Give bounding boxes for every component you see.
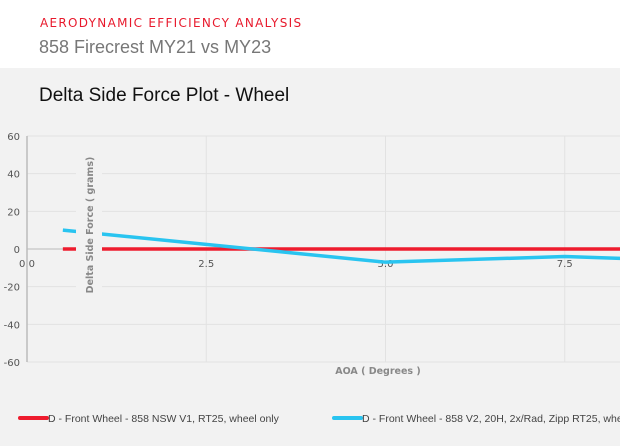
x-tick-label: 7.5 bbox=[557, 259, 573, 270]
series-line-2 bbox=[62, 228, 620, 264]
y-tick-label: 60 bbox=[7, 132, 20, 143]
x-axis-label: AOA ( Degrees ) bbox=[335, 366, 421, 377]
y-tick-label: 0 bbox=[14, 245, 20, 256]
x-tick-label: 2.5 bbox=[198, 259, 214, 270]
y-tick-label: 20 bbox=[7, 207, 20, 218]
legend-label-2: D - Front Wheel - 858 V2, 20H, 2x/Rad, Z… bbox=[362, 413, 620, 425]
y-axis-label: Delta Side Force ( grams) bbox=[85, 157, 96, 294]
section-kicker: AERODYNAMIC EFFICIENCY ANALYSIS bbox=[40, 16, 303, 30]
y-tick-label: -20 bbox=[4, 283, 20, 294]
y-tick-label: -60 bbox=[4, 358, 20, 369]
y-tick-label: 40 bbox=[7, 170, 20, 181]
y-label-background bbox=[76, 150, 102, 300]
x-tick-label: 5.0 bbox=[378, 259, 394, 270]
page-subtitle: 858 Firecrest MY21 vs MY23 bbox=[39, 37, 272, 57]
legend-label-1: D - Front Wheel - 858 NSW V1, RT25, whee… bbox=[48, 413, 280, 425]
header-band: AERODYNAMIC EFFICIENCY ANALYSIS 858 Fire… bbox=[0, 0, 620, 68]
y-tick-label: -40 bbox=[4, 320, 20, 331]
chart-title: Delta Side Force Plot - Wheel bbox=[39, 85, 290, 106]
